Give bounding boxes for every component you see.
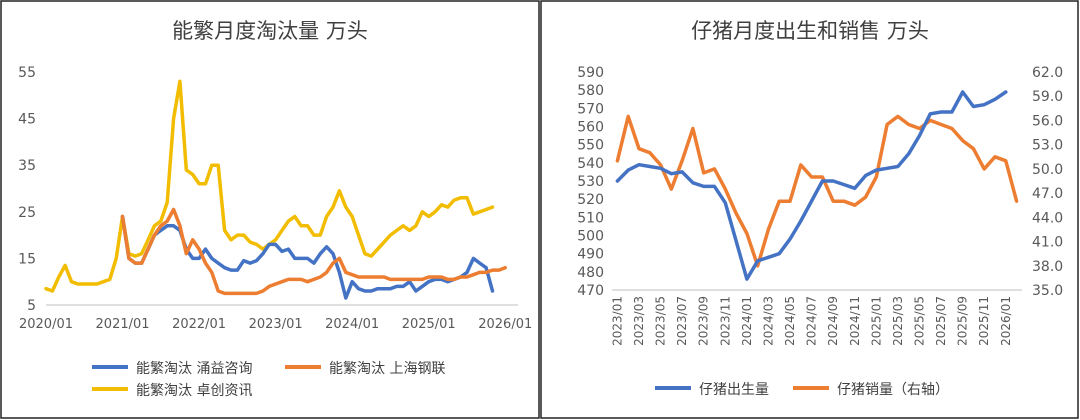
right-x-tick-label: 2023/11 [718,296,732,346]
right-y-tick-label-right: 38.0 [1032,259,1063,275]
right-y-tick-label-left: 530 [577,174,604,190]
left-y-tick-label: 35 [18,158,36,174]
right-x-tick-label: 2025/01 [869,296,883,346]
left-y-tick-label: 25 [18,205,36,221]
series-line-gangl [120,207,507,296]
left-x-tick-label: 2021/01 [96,317,150,332]
right-x-tick-label: 2024/03 [761,296,775,346]
right-x-tick-label: 2023/09 [697,296,711,346]
legend-label-yongyi: 能繁淘汰 涌益咨询 [136,361,252,377]
right-x-tick-label: 2024/09 [826,296,840,346]
right-x-tick-label: 2023/07 [675,296,689,346]
right-y-tick-label-left: 560 [577,120,604,136]
right-y-tick-label-right: 50.0 [1032,162,1063,178]
left-x-tick-label: 2020/01 [19,317,73,332]
right-y-tick-label-left: 540 [577,156,604,172]
right-x-tick-label: 2023/03 [632,296,646,346]
left-chart-title: 能繁月度淘汰量 万头 [172,19,368,43]
right-x-tick-label: 2026/01 [999,296,1013,346]
left-y-tick-label: 5 [27,298,36,314]
right-y-tick-label-right: 41.0 [1032,235,1063,251]
right-x-tick-label: 2025/11 [977,296,991,346]
left-x-tick-label: 2024/01 [325,317,379,332]
left-x-tick-label: 2026/01 [478,317,532,332]
left-y-tick-label: 15 [18,251,36,267]
right-x-tick-label: 2024/11 [848,296,862,346]
right-x-tick-label: 2025/07 [934,296,948,346]
right-y-tick-label-right: 47.0 [1032,186,1063,202]
right-x-tick-label: 2023/05 [654,296,668,346]
left-y-tick-label: 55 [18,65,36,81]
right-x-tick-label: 2024/05 [783,296,797,346]
right-y-tick-label-right: 44.0 [1032,210,1063,226]
legend-label-zhuochuang: 能繁淘汰 卓创资讯 [136,383,252,399]
legend-label-birth: 仔猪出生量 [699,382,769,398]
left-x-tick-label: 2022/01 [172,317,226,332]
right-y-tick-label-left: 590 [577,65,604,81]
right-x-tick-label: 2024/01 [740,296,754,346]
right-y-tick-label-right: 62.0 [1032,65,1063,81]
left-x-tick-label: 2025/01 [402,317,456,332]
right-y-tick-label-left: 550 [577,138,604,154]
series-line-piglet-birth [615,90,1008,281]
right-y-tick-label-left: 470 [577,283,604,299]
left-y-tick-label: 45 [18,112,36,128]
left-x-tick-label: 2023/01 [249,317,303,332]
right-x-tick-label: 2024/07 [805,296,819,346]
right-x-tick-label: 2025/09 [956,296,970,346]
right-y-tick-label-right: 59.0 [1032,89,1063,105]
right-y-tick-label-right: 53.0 [1032,138,1063,154]
right-x-tick-label: 2023/01 [610,296,624,346]
right-y-tick-label-left: 500 [577,229,604,245]
right-y-tick-label-left: 570 [577,101,604,117]
right-y-tick-label-left: 580 [577,83,604,99]
right-panel-frame [540,0,1079,419]
right-y-tick-label-left: 480 [577,265,604,281]
series-line-zhuochuang [44,79,495,293]
legend-label-sales: 仔猪销量（右轴） [837,382,949,398]
right-chart-title: 仔猪月度出生和销售 万头 [691,19,929,43]
right-y-tick-label-right: 35.0 [1032,283,1063,299]
right-y-tick-label-right: 56.0 [1032,113,1063,129]
left-panel-frame [0,0,540,419]
legend-label-gangl: 能繁淘汰 上海钢联 [329,361,445,377]
right-x-tick-label: 2025/03 [891,296,905,346]
right-y-tick-label-left: 490 [577,247,604,263]
right-x-tick-label: 2025/05 [913,296,927,346]
series-line-piglet-sales [615,114,1019,268]
right-y-tick-label-left: 520 [577,192,604,208]
right-y-tick-label-left: 510 [577,210,604,226]
